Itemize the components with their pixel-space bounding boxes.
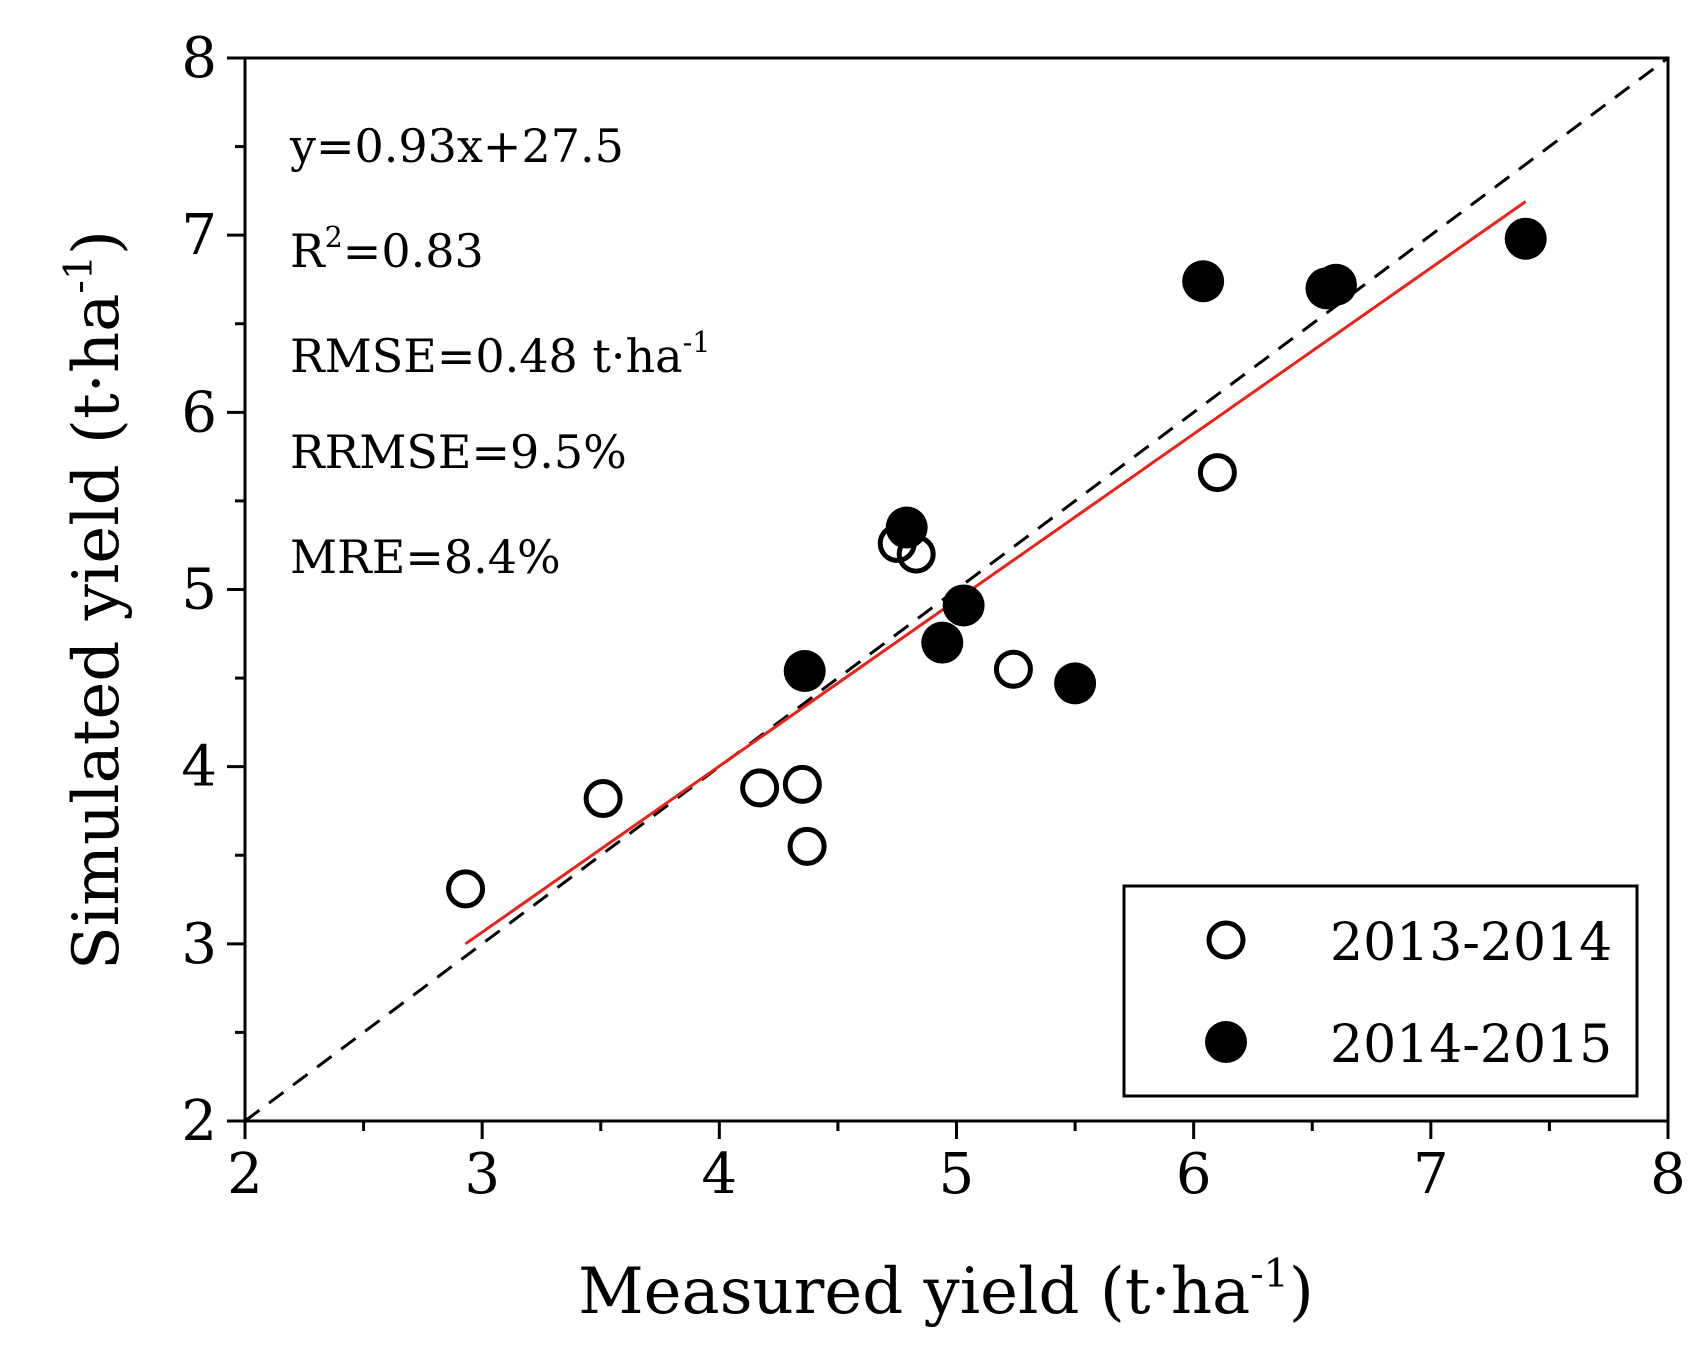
equation-annotation: y=0.93x+27.5 [289, 119, 624, 173]
rrmse-annotation: RRMSE=9.5% [290, 425, 627, 479]
point-2014-2015 [1504, 217, 1547, 260]
point-2013-2014 [1197, 453, 1237, 493]
point-2014-2015 [921, 621, 964, 664]
point-2014-2015 [1314, 263, 1357, 306]
point-2013-2014 [446, 869, 486, 909]
point-2014-2015 [783, 649, 826, 692]
legend-label-2013-2014: 2013-2014 [1330, 913, 1612, 973]
legend-marker-open [1206, 920, 1246, 960]
regression-fit-line [464, 200, 1527, 946]
point-2014-2015 [885, 506, 928, 549]
point-2014-2015 [1054, 662, 1097, 705]
x-tick-label: 2 [227, 1142, 263, 1207]
rmse-annotation: RMSE=0.48 t·ha-1 [290, 326, 710, 383]
legend: 2013-2014 2014-2015 [1122, 884, 1639, 1098]
x-tick-label: 4 [702, 1142, 738, 1207]
x-tick-label: 6 [1176, 1142, 1212, 1207]
points-layer [446, 217, 1547, 909]
point-2013-2014 [993, 649, 1033, 689]
x-tick-label: 3 [464, 1142, 500, 1207]
y-tick-label: 8 [181, 26, 217, 91]
y-tick-label: 2 [181, 1089, 217, 1154]
y-tick-label: 5 [181, 558, 217, 623]
y-tick-label: 6 [181, 380, 217, 445]
y-tick-label: 3 [181, 912, 217, 977]
lines-layer [244, 56, 1669, 1123]
legend-box [1122, 884, 1639, 1098]
x-tick-label: 8 [1650, 1142, 1686, 1207]
point-2013-2014 [782, 764, 822, 804]
x-axis-title: Measured yield (t·ha-1) [578, 1251, 1314, 1329]
y-tick-label: 7 [181, 203, 217, 268]
point-2013-2014 [583, 779, 623, 819]
r2-annotation: R2=0.83 [290, 221, 484, 278]
point-2013-2014 [740, 768, 780, 808]
legend-marker-filled [1205, 1021, 1247, 1063]
y-tick-label: 4 [181, 735, 217, 800]
axes-layer: 2 3 4 5 6 7 8 2 3 4 5 6 7 8 [181, 26, 1685, 1207]
x-tick-label: 7 [1413, 1142, 1449, 1207]
x-tick-label: 5 [939, 1142, 975, 1207]
legend-label-2014-2015: 2014-2015 [1330, 1015, 1612, 1075]
point-2014-2015 [1182, 260, 1225, 303]
reference-line-1to1 [244, 56, 1669, 1123]
y-axis-title: Simulated yield (t·ha-1) [56, 230, 134, 970]
point-2014-2015 [942, 584, 985, 627]
point-2013-2014 [787, 826, 827, 866]
mre-annotation: MRE=8.4% [290, 530, 561, 584]
